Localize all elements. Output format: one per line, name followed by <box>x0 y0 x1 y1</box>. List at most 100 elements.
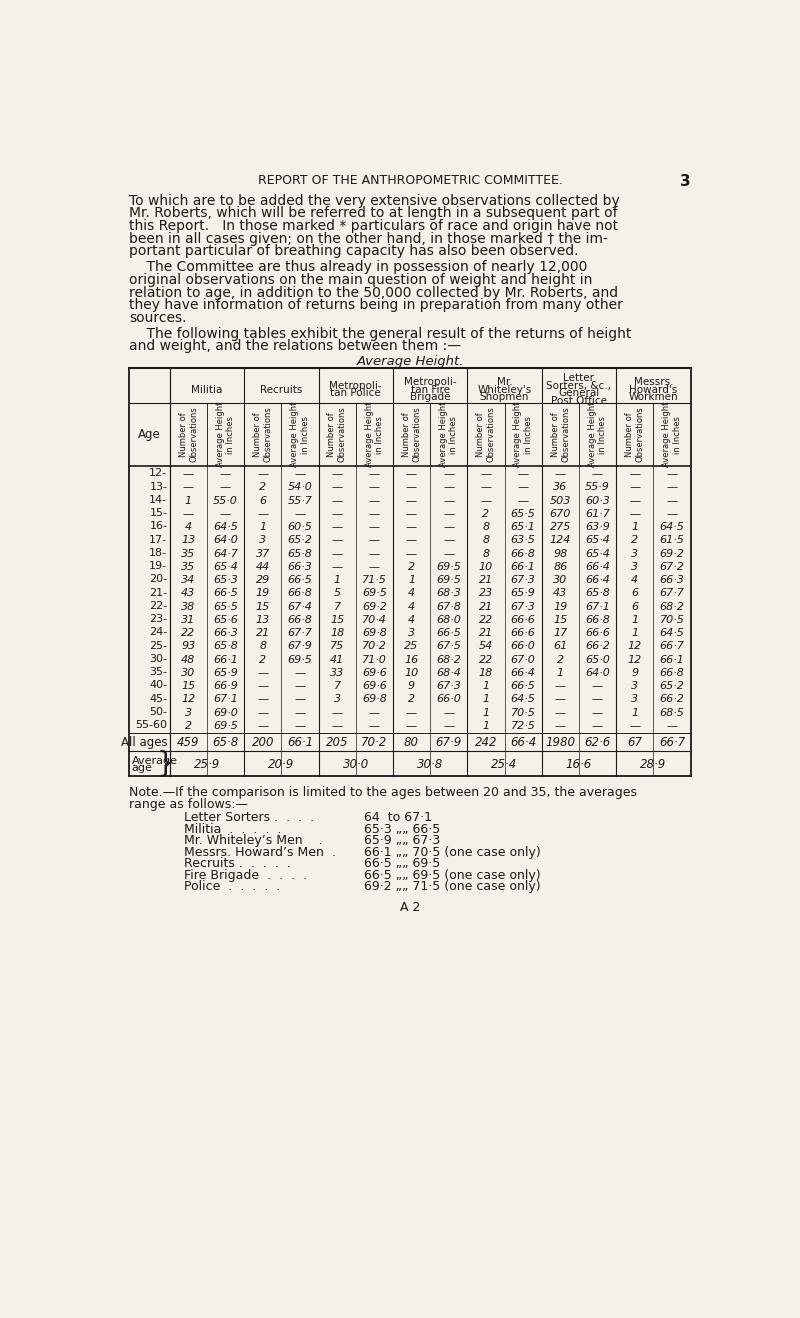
Text: Letter: Letter <box>563 373 594 384</box>
Text: 66·1 „„ 70·5 (one case only): 66·1 „„ 70·5 (one case only) <box>363 846 540 859</box>
Text: Mr. Whiteley’s Men    .: Mr. Whiteley’s Men . <box>184 834 322 847</box>
Text: —: — <box>182 482 194 493</box>
Text: 4: 4 <box>408 588 415 598</box>
Text: Metropoli-: Metropoli- <box>330 381 382 390</box>
Text: Mr.: Mr. <box>497 377 512 387</box>
Text: 70·5: 70·5 <box>510 708 535 717</box>
Text: 2: 2 <box>557 655 564 664</box>
Text: Number of
Observations: Number of Observations <box>625 407 645 463</box>
Text: 2: 2 <box>408 561 415 572</box>
Text: been in all cases given; on the other hand, in those marked † the im-: been in all cases given; on the other ha… <box>130 232 608 245</box>
Text: 3: 3 <box>185 708 192 717</box>
Text: 67·5: 67·5 <box>436 642 461 651</box>
Text: 1: 1 <box>631 629 638 638</box>
Text: Howard's: Howard's <box>630 385 678 394</box>
Text: —: — <box>480 482 491 493</box>
Text: To which are to be added the very extensive observations collected by: To which are to be added the very extens… <box>130 194 620 207</box>
Text: —: — <box>257 721 268 731</box>
Text: 24-: 24- <box>149 627 167 638</box>
Text: 67·9: 67·9 <box>287 642 312 651</box>
Text: 12: 12 <box>628 655 642 664</box>
Text: 55·7: 55·7 <box>287 496 312 506</box>
Text: 22: 22 <box>479 616 493 625</box>
Text: 15: 15 <box>330 616 344 625</box>
Text: 1: 1 <box>408 575 415 585</box>
Text: 25·4: 25·4 <box>491 758 518 771</box>
Text: 66·6: 66·6 <box>510 629 535 638</box>
Text: All ages: All ages <box>121 735 167 749</box>
Text: 75: 75 <box>330 642 344 651</box>
Text: 69·5: 69·5 <box>436 575 461 585</box>
Text: Number of
Observations: Number of Observations <box>402 407 422 463</box>
Text: 65·4: 65·4 <box>585 535 610 546</box>
Text: 61·5: 61·5 <box>659 535 684 546</box>
Text: 8: 8 <box>482 535 490 546</box>
Text: —: — <box>294 668 306 677</box>
Text: —: — <box>592 681 603 691</box>
Text: 65·3 „„ 66·5: 65·3 „„ 66·5 <box>363 822 440 836</box>
Text: 67·2: 67·2 <box>659 561 684 572</box>
Text: —: — <box>369 535 380 546</box>
Text: 66·8: 66·8 <box>510 548 535 559</box>
Text: 20·9: 20·9 <box>268 758 294 771</box>
Text: 22-: 22- <box>149 601 167 612</box>
Text: Average Height
in Inches: Average Height in Inches <box>588 402 607 468</box>
Text: 18-: 18- <box>150 548 167 558</box>
Text: —: — <box>406 548 417 559</box>
Text: this Report.   In those marked * particulars of race and origin have not: this Report. In those marked * particula… <box>130 219 618 233</box>
Text: 8: 8 <box>482 522 490 532</box>
Text: 68·3: 68·3 <box>436 588 461 598</box>
Text: 71·0: 71·0 <box>362 655 386 664</box>
Text: 1: 1 <box>482 695 490 704</box>
Text: 68·2: 68·2 <box>659 602 684 612</box>
Text: Militia: Militia <box>191 385 222 394</box>
Text: 1980: 1980 <box>546 737 575 750</box>
Text: 10: 10 <box>479 561 493 572</box>
Text: —: — <box>518 482 529 493</box>
Text: Number of
Observations: Number of Observations <box>476 407 496 463</box>
Text: 70·2: 70·2 <box>362 642 386 651</box>
Text: 60·5: 60·5 <box>287 522 312 532</box>
Text: 66·1: 66·1 <box>510 561 535 572</box>
Text: Fire Brigade  .  .  .  .: Fire Brigade . . . . <box>184 869 307 882</box>
Text: 205: 205 <box>326 737 349 750</box>
Text: —: — <box>666 496 678 506</box>
Text: 80: 80 <box>404 737 419 750</box>
Text: —: — <box>592 708 603 717</box>
Text: Letter Sorters .  .  .  .: Letter Sorters . . . . <box>184 811 314 824</box>
Text: 69·8: 69·8 <box>362 629 386 638</box>
Text: 21: 21 <box>479 629 493 638</box>
Text: —: — <box>257 695 268 704</box>
Text: 15: 15 <box>554 616 567 625</box>
Text: —: — <box>666 509 678 519</box>
Text: 69·5: 69·5 <box>436 561 461 572</box>
Text: 13-: 13- <box>150 481 167 492</box>
Text: 1: 1 <box>631 708 638 717</box>
Text: 44: 44 <box>256 561 270 572</box>
Text: 65·8: 65·8 <box>287 548 312 559</box>
Text: General: General <box>558 389 599 398</box>
Text: —: — <box>592 695 603 704</box>
Text: —: — <box>294 469 306 480</box>
Text: —: — <box>443 482 454 493</box>
Text: 67·3: 67·3 <box>510 602 535 612</box>
Text: 67: 67 <box>627 737 642 750</box>
Text: 35-: 35- <box>150 667 167 677</box>
Text: 16: 16 <box>405 655 418 664</box>
Text: 63·5: 63·5 <box>510 535 535 546</box>
Text: 48: 48 <box>182 655 195 664</box>
Text: —: — <box>369 561 380 572</box>
Text: —: — <box>257 668 268 677</box>
Text: —: — <box>406 469 417 480</box>
Text: 65·8: 65·8 <box>585 588 610 598</box>
Text: 2: 2 <box>631 535 638 546</box>
Text: 15: 15 <box>256 602 270 612</box>
Text: 69·0: 69·0 <box>213 708 238 717</box>
Text: 61·7: 61·7 <box>585 509 610 519</box>
Text: Average Height
in Inches: Average Height in Inches <box>662 402 682 468</box>
Text: 21: 21 <box>479 575 493 585</box>
Text: 67·9: 67·9 <box>436 737 462 750</box>
Text: 1: 1 <box>631 616 638 625</box>
Text: 30: 30 <box>182 668 195 677</box>
Text: 66·7: 66·7 <box>659 642 684 651</box>
